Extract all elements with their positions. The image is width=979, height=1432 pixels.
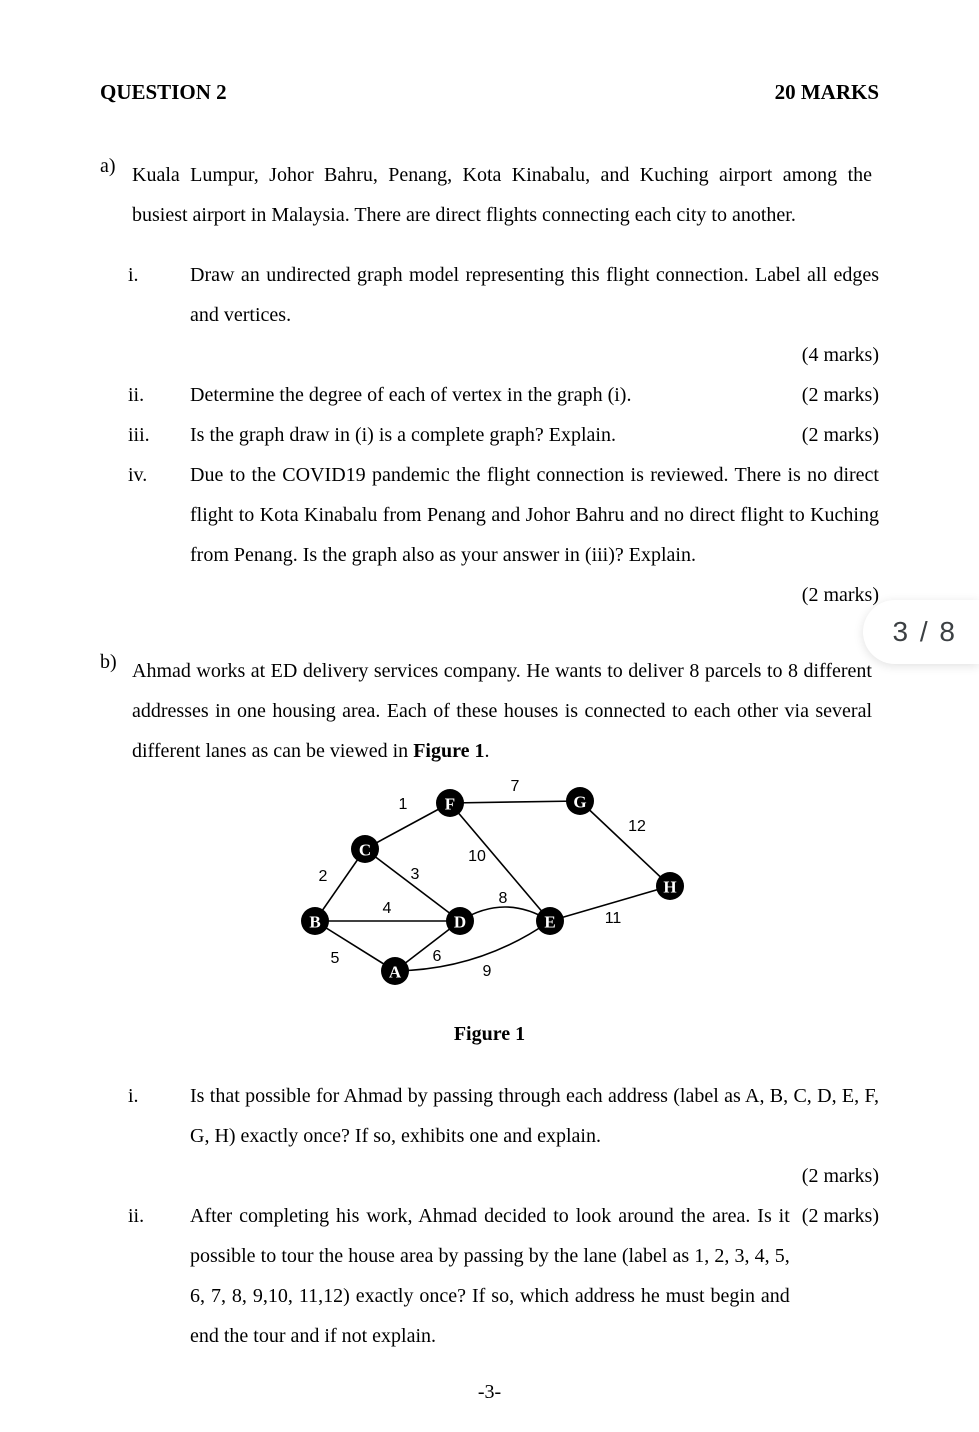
graph-edge-label: 10 [468,848,486,865]
subpart-a-iii: iii. Is the graph draw in (i) is a compl… [128,415,879,455]
part-a: a) Kuala Lumpur, Johor Bahru, Penang, Ko… [100,155,879,615]
part-b-subparts: i. Is that possible for Ahmad by passing… [128,1076,879,1356]
graph-node-label: F [444,795,454,814]
part-a-intro: Kuala Lumpur, Johor Bahru, Penang, Kota … [132,155,872,235]
graph-edge-label: 12 [628,818,646,835]
graph-edge-label: 6 [432,948,441,965]
graph-nodes: A B C D E F G H [301,787,684,985]
part-b: b) Ahmad works at ED delivery services c… [100,651,879,1356]
subpart-a-i: i. Draw an undirected graph model repres… [128,255,879,375]
part-b-label: b) [100,651,128,674]
graph-edge [450,801,580,803]
total-marks: 20 MARKS [775,80,879,105]
question-header: QUESTION 2 20 MARKS [100,80,879,105]
subpart-label: i. [128,1076,190,1196]
figure-1-graph: 123456789101112 ABCDEFGH [100,771,879,1001]
graph-edge-label: 9 [482,963,491,980]
graph-edge [365,849,460,921]
graph-edge-label: 5 [330,950,339,967]
subpart-a-iv: iv. Due to the COVID19 pandemic the flig… [128,455,879,615]
graph-node-label: C [358,841,370,860]
part-b-intro-bold: Figure 1 [413,740,484,762]
graph-node-label: H [663,878,676,897]
graph-node-label: G [573,793,586,812]
graph-edge [580,801,670,886]
graph-edge [315,921,395,971]
subpart-text: Draw an undirected graph model represent… [190,264,879,326]
document-page: QUESTION 2 20 MARKS a) Kuala Lumpur, Joh… [0,0,979,1432]
graph-edge-labels: 123456789101112 [318,778,645,980]
subpart-label: iv. [128,455,190,615]
part-b-intro: Ahmad works at ED delivery services comp… [132,651,872,771]
figure-caption: Figure 1 [100,1023,879,1046]
subpart-marks: (4 marks) [802,335,879,375]
page-indicator-overlay: 3 / 8 [863,600,979,664]
graph-edge [395,921,550,971]
subpart-a-ii: ii. Determine the degree of each of vert… [128,375,879,415]
part-b-intro-prefix: Ahmad works at ED delivery services comp… [132,660,872,762]
graph-svg: 123456789101112 ABCDEFGH [275,771,705,1001]
subpart-b-i: i. Is that possible for Ahmad by passing… [128,1076,879,1196]
graph-edge-label: 2 [318,868,327,885]
graph-edge-label: 11 [604,910,621,927]
graph-edge-label: 4 [382,900,391,917]
question-number: QUESTION 2 [100,80,227,105]
graph-edge-label: 7 [510,778,519,795]
subpart-marks: (2 marks) [802,1196,879,1356]
subpart-label: i. [128,255,190,375]
subpart-label: ii. [128,1196,190,1356]
subpart-b-ii: ii. After completing his work, Ahmad dec… [128,1196,879,1356]
subpart-body: Draw an undirected graph model represent… [190,255,879,375]
graph-node-label: E [544,913,555,932]
subpart-text: Is the graph draw in (i) is a complete g… [190,415,802,455]
subpart-text: Due to the COVID19 pandemic the flight c… [190,464,879,566]
graph-edges [315,801,670,971]
part-a-subparts: i. Draw an undirected graph model repres… [128,255,879,615]
subpart-body: Is that possible for Ahmad by passing th… [190,1076,879,1196]
graph-node-label: B [309,913,320,932]
graph-edge-label: 3 [410,866,419,883]
page-number: -3- [0,1381,979,1404]
subpart-marks: (2 marks) [802,1156,879,1196]
subpart-body: Determine the degree of each of vertex i… [190,375,879,415]
part-a-label: a) [100,155,128,178]
part-b-intro-suffix: . [484,740,489,762]
subpart-marks: (2 marks) [802,575,879,615]
subpart-label: iii. [128,415,190,455]
graph-edge [365,803,450,849]
subpart-text: Is that possible for Ahmad by passing th… [190,1085,879,1147]
subpart-body: After completing his work, Ahmad decided… [190,1196,879,1356]
graph-edge-label: 8 [498,890,507,907]
subpart-text: After completing his work, Ahmad decided… [190,1196,802,1356]
subpart-marks: (2 marks) [802,375,879,415]
graph-edge-label: 1 [398,796,407,813]
graph-node-label: D [453,913,465,932]
subpart-body: Due to the COVID19 pandemic the flight c… [190,455,879,615]
subpart-label: ii. [128,375,190,415]
subpart-text: Determine the degree of each of vertex i… [190,375,802,415]
graph-node-label: A [388,963,401,982]
subpart-marks: (2 marks) [802,415,879,455]
subpart-body: Is the graph draw in (i) is a complete g… [190,415,879,455]
